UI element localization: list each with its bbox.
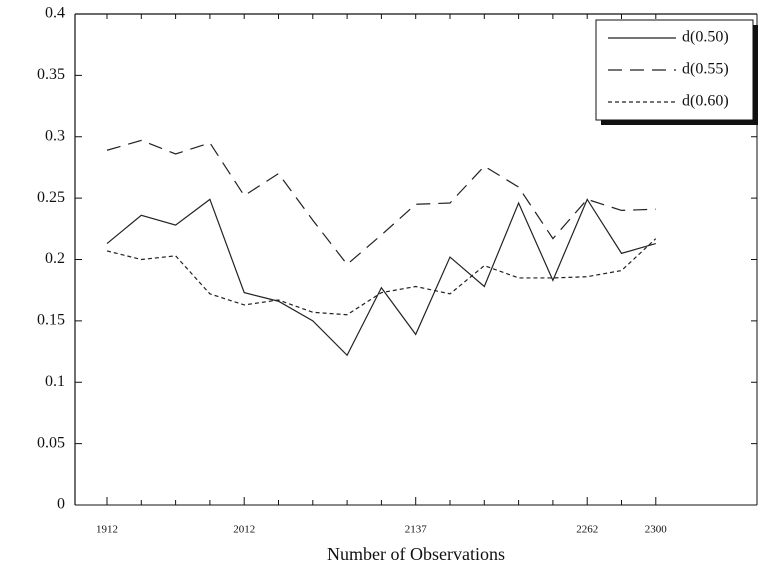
y-tick-label: 0.3 bbox=[45, 127, 65, 144]
series-line bbox=[106, 198, 656, 357]
y-tick-label: 0.2 bbox=[45, 250, 65, 267]
legend-label: d(0.60) bbox=[682, 93, 729, 110]
y-tick-label: 0 bbox=[57, 496, 65, 513]
x-axis-title: Number of Observations bbox=[327, 544, 505, 564]
x-tick-label: 2137 bbox=[405, 524, 428, 536]
series-line bbox=[106, 139, 656, 266]
legend-label: d(0.50) bbox=[682, 29, 729, 46]
y-tick-label: 0.05 bbox=[37, 434, 65, 451]
y-tick-label: 0.15 bbox=[37, 312, 65, 329]
x-tick-label: 2262 bbox=[576, 524, 598, 536]
y-tick-label: 0.1 bbox=[45, 373, 65, 390]
y-tick-label: 0.35 bbox=[37, 66, 65, 83]
series-line bbox=[106, 238, 657, 316]
x-tick-label: 2300 bbox=[645, 524, 668, 536]
y-tick-label: 0.4 bbox=[45, 5, 65, 22]
legend-label: d(0.55) bbox=[682, 61, 729, 78]
x-tick-label: 1912 bbox=[96, 524, 118, 536]
y-tick-label: 0.25 bbox=[37, 189, 65, 206]
x-tick-label: 2012 bbox=[233, 524, 255, 536]
